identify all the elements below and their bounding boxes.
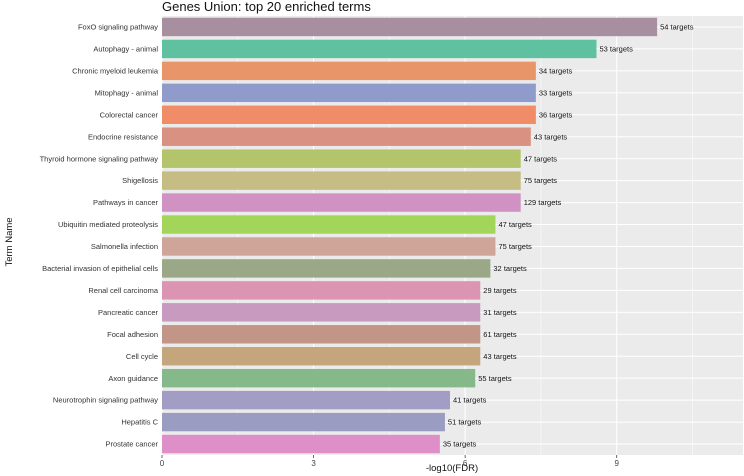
category-label: Endocrine resistance xyxy=(88,132,158,141)
category-label: Shigellosis xyxy=(122,176,158,185)
bar xyxy=(162,434,440,454)
data-label: 75 targets xyxy=(498,242,532,251)
bar xyxy=(162,83,536,103)
data-label: 55 targets xyxy=(478,374,512,383)
category-label: Neurotrophin signaling pathway xyxy=(53,396,158,405)
bar xyxy=(162,259,491,278)
bar xyxy=(162,193,521,212)
category-label: Ubiquitin mediated proteolysis xyxy=(58,220,158,229)
x-tick-label: 0 xyxy=(160,459,165,468)
bar xyxy=(162,171,521,190)
bar xyxy=(162,105,536,124)
bar xyxy=(162,412,445,432)
x-tick-label: 9 xyxy=(614,459,619,468)
data-label: 75 targets xyxy=(524,176,558,185)
data-label: 47 targets xyxy=(524,154,558,163)
bar xyxy=(162,127,531,146)
data-label: 43 targets xyxy=(534,132,568,141)
category-label: Focal adhesion xyxy=(107,330,158,339)
bar xyxy=(162,368,476,388)
x-tick-labels: 0 3 6 9 xyxy=(160,455,619,468)
data-label: 43 targets xyxy=(483,352,517,361)
bar xyxy=(162,149,521,168)
category-label: Chronic myeloid leukemia xyxy=(72,66,159,75)
category-label: Cell cycle xyxy=(126,352,158,361)
category-label: Renal cell carcinoma xyxy=(88,286,158,295)
bar xyxy=(162,61,536,81)
bar xyxy=(162,281,481,300)
category-label: Pathways in cancer xyxy=(93,198,159,207)
y-axis-label: Term Name xyxy=(4,217,15,266)
data-label: 47 targets xyxy=(498,220,532,229)
bar xyxy=(162,17,658,37)
data-label: 33 targets xyxy=(539,88,573,97)
bar xyxy=(162,215,496,234)
category-label: Thyroid hormone signaling pathway xyxy=(40,154,159,163)
category-label: Axon guidance xyxy=(108,374,158,383)
x-tick-label: 6 xyxy=(463,459,468,468)
data-label: 34 targets xyxy=(539,66,573,75)
data-label: 129 targets xyxy=(524,198,562,207)
category-labels: FoxO signaling pathway Autophagy - animal… xyxy=(40,23,159,449)
category-label: Salmonella infection xyxy=(91,242,158,251)
x-tick-label: 3 xyxy=(311,459,316,468)
bar xyxy=(162,303,481,322)
category-label: Autophagy - animal xyxy=(93,45,158,54)
data-label: 35 targets xyxy=(443,440,477,449)
bar xyxy=(162,325,481,344)
category-label: Pancreatic cancer xyxy=(98,308,159,317)
category-label: Mitophagy - animal xyxy=(95,88,159,97)
data-label: 41 targets xyxy=(453,396,487,405)
data-label: 32 targets xyxy=(493,264,527,273)
grid xyxy=(161,16,743,455)
data-label: 31 targets xyxy=(483,308,517,317)
bar xyxy=(162,39,597,59)
plot-panel xyxy=(162,16,743,455)
bar xyxy=(162,390,450,410)
category-label: Prostate cancer xyxy=(105,440,158,449)
category-label: Colorectal cancer xyxy=(100,110,159,119)
data-labels: 54 targets 53 targets 34 targets 33 targets… xyxy=(443,23,694,449)
data-label: 54 targets xyxy=(660,23,694,32)
bar xyxy=(162,347,481,366)
data-label: 29 targets xyxy=(483,286,517,295)
category-label: Hepatitis C xyxy=(121,418,158,427)
data-label: 36 targets xyxy=(539,110,573,119)
chart-title: Genes Union: top 20 enriched terms xyxy=(162,0,371,14)
bars xyxy=(162,17,658,454)
category-label: Bacterial invasion of epithelial cells xyxy=(42,264,158,273)
x-axis-label: -log10(FDR) xyxy=(426,463,478,474)
data-label: 61 targets xyxy=(483,330,517,339)
category-label: FoxO signaling pathway xyxy=(78,23,158,32)
bar xyxy=(162,237,496,256)
data-label: 53 targets xyxy=(599,45,633,54)
data-label: 51 targets xyxy=(448,418,482,427)
